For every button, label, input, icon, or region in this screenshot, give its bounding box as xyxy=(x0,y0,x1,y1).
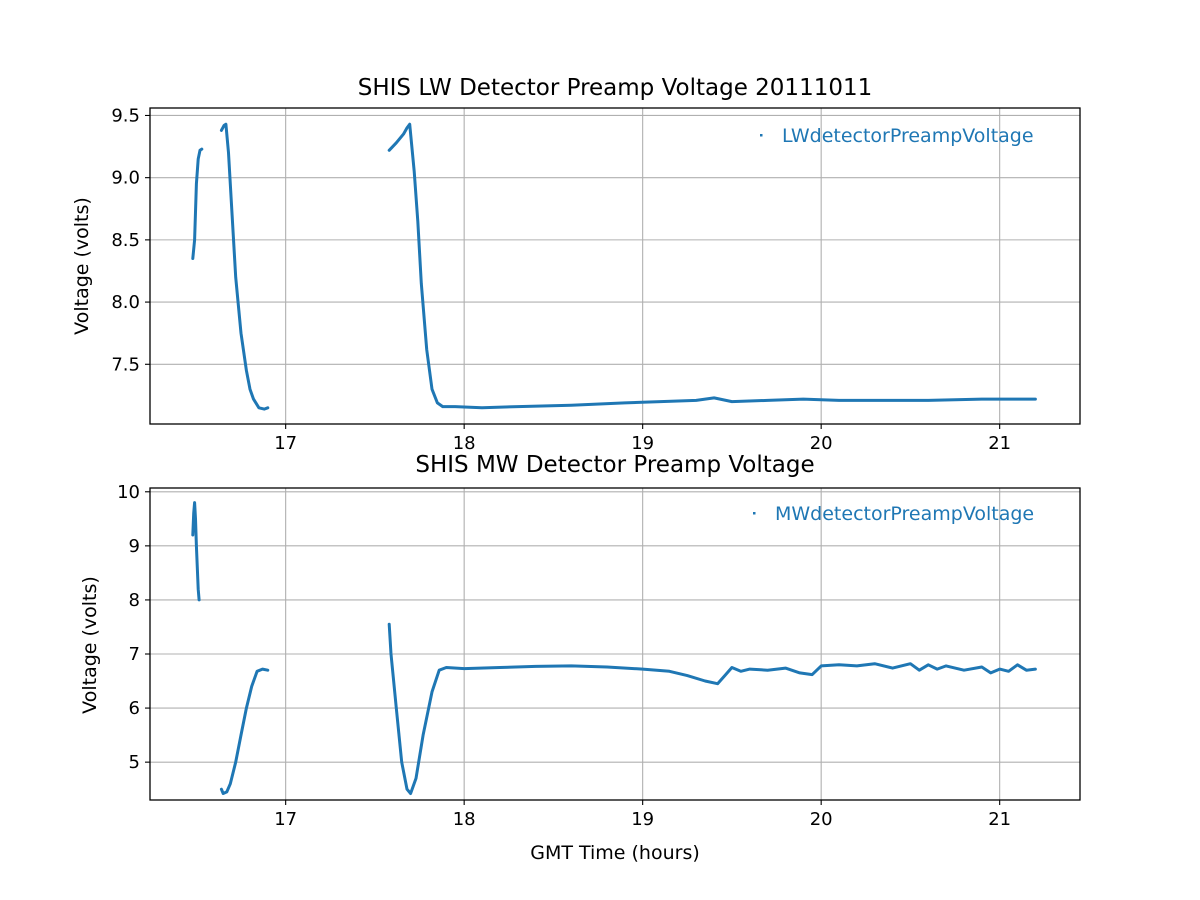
lw-x-tick-label: 18 xyxy=(453,433,476,454)
lw-series xyxy=(191,122,1037,411)
lw-y-tick-label: 9.0 xyxy=(111,168,140,189)
lw-x-tick-label: 21 xyxy=(988,433,1011,454)
lw-legend-label: LWdetectorPreampVoltage xyxy=(782,125,1034,147)
lw-plot-title: SHIS LW Detector Preamp Voltage 20111011 xyxy=(358,75,873,101)
mw-series xyxy=(191,501,1037,795)
lw-series-segment-3 xyxy=(387,122,1037,410)
mw-plot-frame xyxy=(149,487,1081,801)
lw-plot-frame xyxy=(149,107,1081,425)
lw-legend: LWdetectorPreampVoltage xyxy=(760,125,1034,147)
lw-x-tick-label: 20 xyxy=(810,433,833,454)
mw-legend-label: MWdetectorPreampVoltage xyxy=(775,503,1034,525)
x-axis-label: GMT Time (hours) xyxy=(530,842,700,864)
lw-y-tick-label: 8.0 xyxy=(111,292,140,313)
lw-voltage-plot: SHIS LW Detector Preamp Voltage 20111011… xyxy=(71,75,1081,454)
lw-x-tick-label: 19 xyxy=(631,433,654,454)
mw-y-tick-label: 7 xyxy=(129,644,140,665)
mw-grid xyxy=(150,488,1080,800)
mw-series-segment-2 xyxy=(219,667,270,795)
lw-grid xyxy=(150,108,1080,424)
mw-y-tick-label: 5 xyxy=(129,752,140,773)
lw-y-axis-label: Voltage (volts) xyxy=(71,197,93,335)
lw-axis-ticks: 17 18 19 20 21 7.5 8.0 8.5 9.0 9.5 xyxy=(111,105,1011,454)
mw-x-tick-label: 19 xyxy=(631,809,654,830)
mw-series-segment-1 xyxy=(191,501,201,602)
lw-y-tick-label: 7.5 xyxy=(111,354,140,375)
mw-series-segment-3 xyxy=(387,622,1037,795)
mw-plot-title: SHIS MW Detector Preamp Voltage xyxy=(415,452,814,478)
lw-x-tick-label: 17 xyxy=(274,433,297,454)
mw-x-tick-label: 17 xyxy=(274,809,297,830)
lw-series-segment-2 xyxy=(219,122,270,411)
mw-y-axis-label: Voltage (volts) xyxy=(79,576,101,714)
mw-legend: MWdetectorPreampVoltage xyxy=(753,503,1034,525)
mw-y-tick-label: 9 xyxy=(129,536,140,557)
mw-axis-ticks: 17 18 19 20 21 5 6 7 8 9 10 xyxy=(117,482,1011,830)
mw-y-tick-label: 6 xyxy=(129,698,140,719)
lw-legend-marker xyxy=(760,134,763,137)
mw-x-tick-label: 20 xyxy=(810,809,833,830)
mw-x-tick-label: 21 xyxy=(988,809,1011,830)
mw-y-tick-label: 8 xyxy=(129,590,140,611)
lw-y-tick-label: 8.5 xyxy=(111,230,140,251)
mw-voltage-plot: SHIS MW Detector Preamp Voltage Voltage … xyxy=(79,452,1081,864)
mw-y-tick-label: 10 xyxy=(117,482,140,503)
mw-legend-marker xyxy=(753,512,756,515)
lw-series-segment-1 xyxy=(191,147,204,260)
mw-x-tick-label: 18 xyxy=(453,809,476,830)
lw-y-tick-label: 9.5 xyxy=(111,105,140,126)
